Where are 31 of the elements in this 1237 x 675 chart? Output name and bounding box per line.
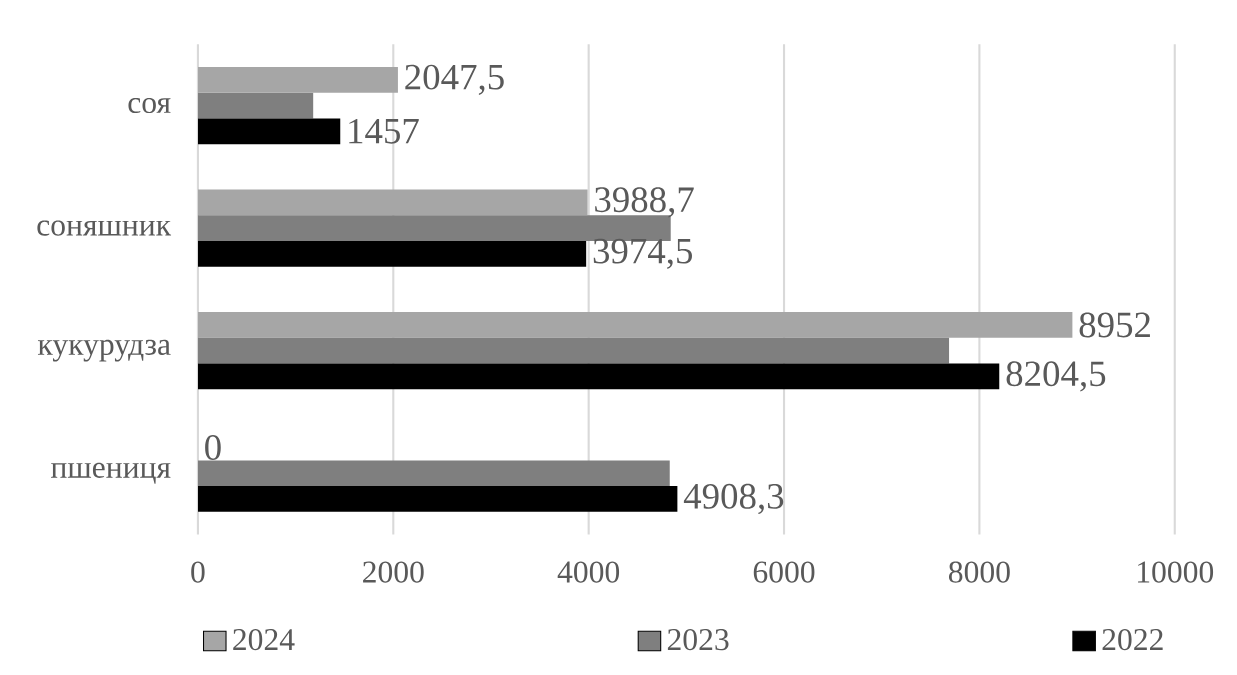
x-tick-label: 0 [191, 561, 205, 583]
data-label: 3974,5 [593, 238, 692, 270]
x-tick-label: 2000 [363, 561, 424, 583]
bar [197, 92, 314, 119]
x-tick-label: 8000 [948, 561, 1010, 583]
y-tick-label: кукурудза [37, 339, 171, 362]
data-label: 1457 [349, 119, 419, 144]
x-tick-label: 6000 [753, 561, 815, 583]
bar [197, 67, 398, 93]
bar [197, 486, 678, 512]
bar [197, 118, 341, 145]
legend-label: 2022 [1102, 629, 1163, 651]
x-tick-label: 10000 [1138, 561, 1214, 583]
data-label: 2047,5 [405, 64, 504, 96]
data-label: 3988,7 [595, 187, 694, 218]
y-tick-label: соняшник [37, 220, 172, 236]
bar [197, 337, 950, 364]
data-label: 8204,5 [1006, 361, 1106, 392]
y-tick-label: пшениця [51, 462, 171, 484]
legend-label: 2024 [233, 629, 295, 651]
data-label: 8952 [1079, 312, 1150, 338]
data-label: 0 [205, 435, 221, 461]
bar [197, 189, 588, 216]
y-tick-label: соя [128, 98, 171, 114]
bar [197, 241, 587, 267]
legend-label: 2023 [667, 629, 729, 651]
bar [197, 312, 1073, 338]
data-label: 4908,3 [683, 484, 784, 515]
x-tick-label: 4000 [557, 561, 620, 583]
bar [197, 460, 670, 487]
bar [197, 363, 1000, 390]
